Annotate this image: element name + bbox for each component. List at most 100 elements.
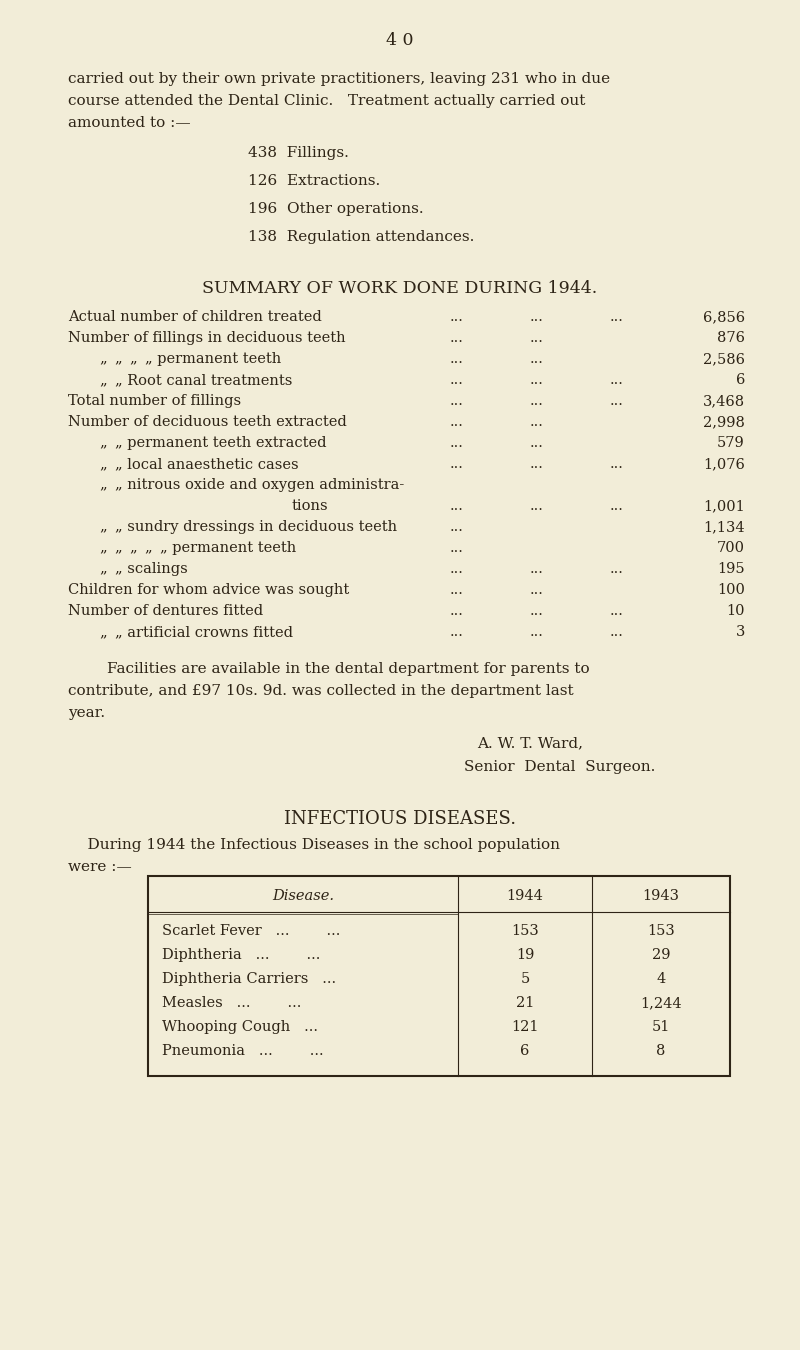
Text: 3,468: 3,468 bbox=[703, 394, 745, 408]
Text: 1,076: 1,076 bbox=[703, 458, 745, 471]
Text: ...: ... bbox=[450, 583, 464, 597]
Text: Pneumonia   ...        ...: Pneumonia ... ... bbox=[162, 1044, 324, 1058]
Text: 6: 6 bbox=[520, 1044, 530, 1058]
Text: ...: ... bbox=[450, 373, 464, 387]
Text: Total number of fillings: Total number of fillings bbox=[68, 394, 241, 408]
Text: ...: ... bbox=[450, 520, 464, 535]
Text: 1943: 1943 bbox=[642, 890, 679, 903]
Text: Diphtheria   ...        ...: Diphtheria ... ... bbox=[162, 948, 320, 963]
Text: 138  Regulation attendances.: 138 Regulation attendances. bbox=[248, 230, 474, 244]
Text: „ „ scalings: „ „ scalings bbox=[100, 562, 188, 576]
Text: Whooping Cough   ...: Whooping Cough ... bbox=[162, 1021, 318, 1034]
Text: During 1944 the Infectious Diseases in the school population: During 1944 the Infectious Diseases in t… bbox=[68, 838, 560, 852]
Text: Number of deciduous teeth extracted: Number of deciduous teeth extracted bbox=[68, 414, 346, 429]
Text: ...: ... bbox=[530, 436, 544, 450]
Text: ...: ... bbox=[610, 625, 624, 639]
Text: 2,586: 2,586 bbox=[703, 352, 745, 366]
Text: 21: 21 bbox=[516, 996, 534, 1010]
Text: ...: ... bbox=[530, 373, 544, 387]
Text: ...: ... bbox=[530, 352, 544, 366]
Text: 126  Extractions.: 126 Extractions. bbox=[248, 174, 380, 188]
Text: „ „ permanent teeth extracted: „ „ permanent teeth extracted bbox=[100, 436, 326, 450]
Text: year.: year. bbox=[68, 706, 105, 720]
Text: 8: 8 bbox=[656, 1044, 666, 1058]
Text: 29: 29 bbox=[652, 948, 670, 963]
Text: ...: ... bbox=[610, 603, 624, 618]
Text: Senior  Dental  Surgeon.: Senior Dental Surgeon. bbox=[464, 760, 656, 774]
Text: „ „ nitrous oxide and oxygen administra-: „ „ nitrous oxide and oxygen administra- bbox=[100, 478, 404, 491]
Text: 196  Other operations.: 196 Other operations. bbox=[248, 202, 424, 216]
Text: Actual number of children treated: Actual number of children treated bbox=[68, 310, 322, 324]
Text: 6: 6 bbox=[736, 373, 745, 387]
Text: ...: ... bbox=[530, 603, 544, 618]
Text: Disease.: Disease. bbox=[272, 890, 334, 903]
Text: Diphtheria Carriers   ...: Diphtheria Carriers ... bbox=[162, 972, 336, 986]
Text: 100: 100 bbox=[717, 583, 745, 597]
Text: 19: 19 bbox=[516, 948, 534, 963]
Text: 1,244: 1,244 bbox=[640, 996, 682, 1010]
Text: 6,856: 6,856 bbox=[703, 310, 745, 324]
Text: 153: 153 bbox=[511, 923, 539, 938]
Text: 51: 51 bbox=[652, 1021, 670, 1034]
Text: 700: 700 bbox=[717, 541, 745, 555]
Text: 438  Fillings.: 438 Fillings. bbox=[248, 146, 349, 161]
Text: ...: ... bbox=[530, 394, 544, 408]
Text: were :—: were :— bbox=[68, 860, 132, 873]
Text: SUMMARY OF WORK DONE DURING 1944.: SUMMARY OF WORK DONE DURING 1944. bbox=[202, 279, 598, 297]
Text: 3: 3 bbox=[736, 625, 745, 639]
Text: Number of dentures fitted: Number of dentures fitted bbox=[68, 603, 263, 618]
Text: 153: 153 bbox=[647, 923, 675, 938]
Text: ...: ... bbox=[530, 331, 544, 346]
Text: 2,998: 2,998 bbox=[703, 414, 745, 429]
Text: „ „ Root canal treatments: „ „ Root canal treatments bbox=[100, 373, 292, 387]
Text: amounted to :—: amounted to :— bbox=[68, 116, 190, 130]
Text: 579: 579 bbox=[718, 436, 745, 450]
Text: 4: 4 bbox=[656, 972, 666, 986]
Text: course attended the Dental Clinic.   Treatment actually carried out: course attended the Dental Clinic. Treat… bbox=[68, 95, 586, 108]
Text: „ „ artificial crowns fitted: „ „ artificial crowns fitted bbox=[100, 625, 293, 639]
Text: Number of fillings in deciduous teeth: Number of fillings in deciduous teeth bbox=[68, 331, 346, 346]
Text: contribute, and £97 10s. 9d. was collected in the department last: contribute, and £97 10s. 9d. was collect… bbox=[68, 684, 574, 698]
Text: carried out by their own private practitioners, leaving 231 who in due: carried out by their own private practit… bbox=[68, 72, 610, 86]
Text: ...: ... bbox=[610, 500, 624, 513]
Text: ...: ... bbox=[530, 583, 544, 597]
Text: „ „ sundry dressings in deciduous teeth: „ „ sundry dressings in deciduous teeth bbox=[100, 520, 397, 535]
Text: ...: ... bbox=[450, 331, 464, 346]
Text: 5: 5 bbox=[520, 972, 530, 986]
Text: 1,001: 1,001 bbox=[703, 500, 745, 513]
Text: 121: 121 bbox=[511, 1021, 538, 1034]
Text: ...: ... bbox=[450, 414, 464, 429]
Text: ...: ... bbox=[530, 458, 544, 471]
Text: ...: ... bbox=[450, 541, 464, 555]
Text: Measles   ...        ...: Measles ... ... bbox=[162, 996, 302, 1010]
Text: Children for whom advice was sought: Children for whom advice was sought bbox=[68, 583, 350, 597]
Text: Facilities are available in the dental department for parents to: Facilities are available in the dental d… bbox=[68, 662, 590, 676]
Text: ...: ... bbox=[530, 625, 544, 639]
Text: ...: ... bbox=[610, 394, 624, 408]
Text: ...: ... bbox=[450, 625, 464, 639]
Text: ...: ... bbox=[450, 310, 464, 324]
Text: ...: ... bbox=[610, 458, 624, 471]
Text: ...: ... bbox=[450, 562, 464, 576]
Text: ...: ... bbox=[530, 414, 544, 429]
Text: ...: ... bbox=[610, 562, 624, 576]
Bar bbox=[148, 876, 730, 1076]
Text: 4 0: 4 0 bbox=[386, 32, 414, 49]
Text: ...: ... bbox=[530, 310, 544, 324]
Text: „ „ „ „ permanent teeth: „ „ „ „ permanent teeth bbox=[100, 352, 282, 366]
Text: 195: 195 bbox=[718, 562, 745, 576]
Text: Scarlet Fever   ...        ...: Scarlet Fever ... ... bbox=[162, 923, 340, 938]
Text: ...: ... bbox=[610, 373, 624, 387]
Text: ...: ... bbox=[450, 394, 464, 408]
Text: 1944: 1944 bbox=[506, 890, 543, 903]
Text: ...: ... bbox=[450, 352, 464, 366]
Text: „ „ „ „ „ permanent teeth: „ „ „ „ „ permanent teeth bbox=[100, 541, 296, 555]
Text: ...: ... bbox=[610, 310, 624, 324]
Text: 876: 876 bbox=[717, 331, 745, 346]
Text: 10: 10 bbox=[726, 603, 745, 618]
Text: ...: ... bbox=[450, 436, 464, 450]
Text: 1,134: 1,134 bbox=[703, 520, 745, 535]
Text: ...: ... bbox=[530, 562, 544, 576]
Text: tions: tions bbox=[292, 500, 328, 513]
Text: ...: ... bbox=[450, 603, 464, 618]
